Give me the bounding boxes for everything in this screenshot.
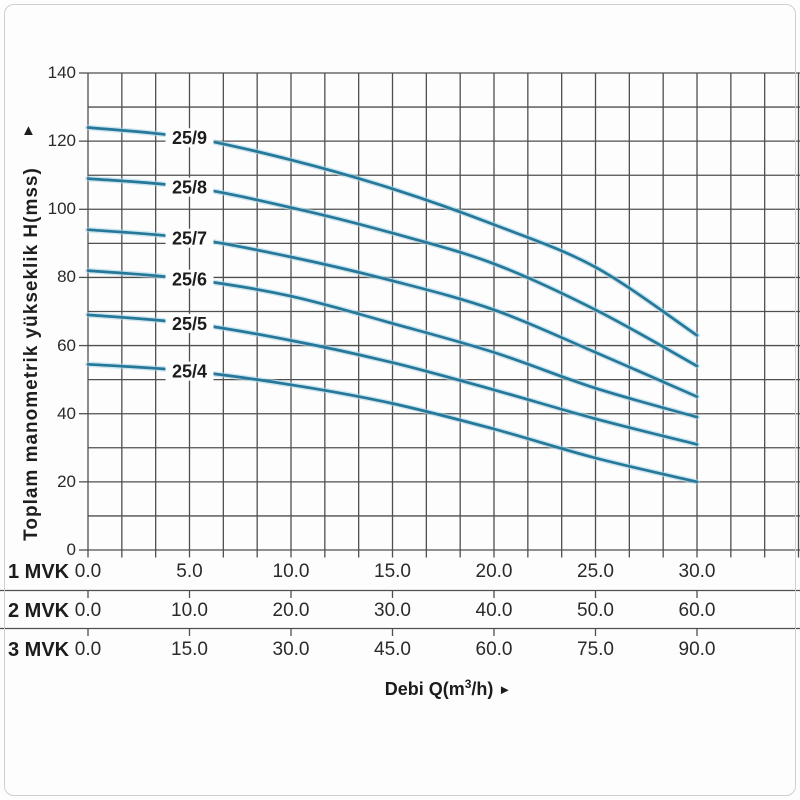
curve-label-box-25-6 [165,269,214,289]
x-tick-label: 60.0 [678,600,716,621]
x-tick-label: 0.0 [74,600,102,621]
x-tick-label: 60.0 [475,639,513,660]
scale-label-3mvk: 3 MVK [8,639,70,661]
y-tick-label: 0 [66,540,76,559]
x-scale-row-1mvk: 1 MVK 0.0 5.0 10.0 15.0 20.0 25.0 30.0 [0,561,800,583]
x-tick-label: 0.0 [74,639,102,660]
y-tick-label: 40 [57,403,76,423]
y-tick-label: 120 [47,131,76,151]
x-axis-title-post: /h) [471,679,494,699]
x-tick-label: 30.0 [678,561,716,582]
curve-label-25-4: 25/4 [172,362,207,382]
x-tick-label: 50.0 [577,600,614,621]
x-tick-label: 40.0 [475,600,513,621]
curve-label-25-9: 25/9 [172,128,207,148]
y-tick-label: 80 [57,267,76,287]
x-tick-label: 20.0 [475,561,513,582]
scale-label-1mvk: 1 MVK [8,561,70,583]
x-tick-label: 15.0 [374,561,411,582]
x-axis-title-sup: 3 [464,677,472,691]
curve-label-25-5: 25/5 [172,314,207,334]
x-axis-title-pre: Debi Q(m [384,679,465,699]
curve-label-box-25-9 [165,128,214,148]
y-tick-label: 100 [47,199,76,219]
scale-label-2mvk: 2 MVK [8,600,70,622]
curve-label-box-25-8 [165,177,214,197]
x-tick-label: 10.0 [272,561,310,582]
x-scale-row-3mvk: 3 MVK 0.0 15.0 30.0 45.0 60.0 75.0 90.0 [0,639,800,661]
x-tick-label: 45.0 [374,639,411,660]
curve-label-box-25-7 [165,228,214,248]
x-tick-label: 0.0 [74,561,102,582]
x-tick-label: 15.0 [171,639,208,660]
x-tick-label: 5.0 [176,561,203,582]
x-tick-label: 20.0 [272,600,310,621]
curve-label-25-8: 25/8 [172,178,207,198]
curve-label-25-6: 25/6 [172,270,207,290]
x-axis-title: Debi Q(m3/h) ► [338,677,558,700]
curve-label-box-25-5 [165,313,214,333]
x-tick-label: 25.0 [577,561,614,582]
x-tick-label: 90.0 [678,639,716,660]
x-tick-label: 30.0 [272,639,310,660]
curve-label-box-25-4 [165,361,214,381]
y-tick-label: 140 [47,63,76,82]
x-tick-label: 10.0 [171,600,208,621]
x-scale-row-2mvk: 2 MVK 0.0 10.0 20.0 30.0 40.0 50.0 60.0 [0,600,800,622]
up-arrow-icon: ▲ [21,122,36,139]
x-tick-label: 30.0 [374,600,411,621]
right-arrow-icon: ► [498,682,512,697]
y-tick-label: 60 [57,335,76,355]
y-tick-label: 20 [57,471,76,491]
curve-label-25-7: 25/7 [172,229,207,249]
x-tick-label: 75.0 [577,639,614,660]
